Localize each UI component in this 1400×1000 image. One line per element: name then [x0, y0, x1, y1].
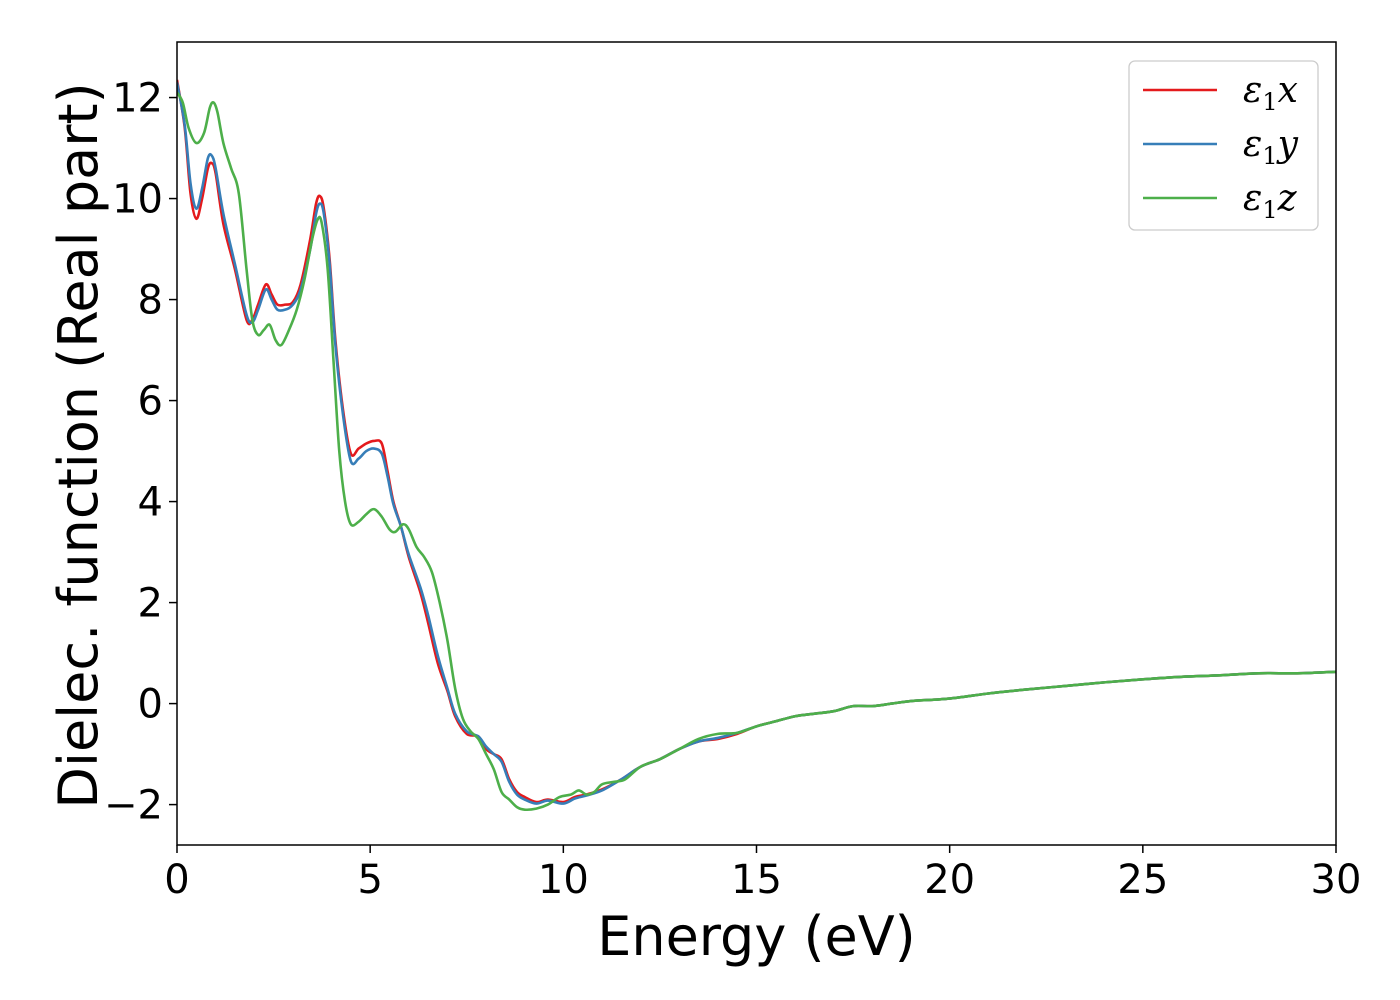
- y-tick-label: 10: [112, 177, 163, 223]
- x-tick-label: 15: [731, 857, 782, 903]
- x-axis: 0 5 10 15 20 25 30: [164, 845, 1361, 903]
- y-tick-label: 6: [138, 379, 163, 425]
- y-tick-label: 2: [138, 581, 163, 627]
- x-axis-title: Energy (eV): [597, 905, 916, 968]
- x-tick-label: 10: [538, 857, 589, 903]
- legend: ε1x ε1y ε1z: [1128, 60, 1319, 231]
- x-tick-label: 0: [164, 857, 189, 903]
- legend-box: [1128, 60, 1319, 231]
- x-tick-label: 25: [1117, 857, 1168, 903]
- legend-label-y: ε1y: [1243, 124, 1299, 170]
- series-line-z: [177, 91, 1336, 812]
- y-tick-label: 0: [138, 682, 163, 728]
- y-axis: −2 0 2 4 6 8 10 12: [104, 76, 177, 829]
- legend-label-z: ε1z: [1243, 178, 1298, 224]
- y-tick-label: 4: [138, 480, 163, 526]
- y-tick-label: 8: [138, 278, 163, 324]
- x-tick-label: 20: [924, 857, 975, 903]
- x-tick-label: 30: [1311, 857, 1362, 903]
- y-tick-label: 12: [112, 76, 163, 122]
- y-axis-title: Dielec. function (Real part): [47, 82, 110, 808]
- legend-label-x: ε1x: [1243, 70, 1298, 116]
- series-layer: [177, 79, 1336, 812]
- x-tick-label: 5: [357, 857, 382, 903]
- y-tick-label: −2: [104, 783, 163, 829]
